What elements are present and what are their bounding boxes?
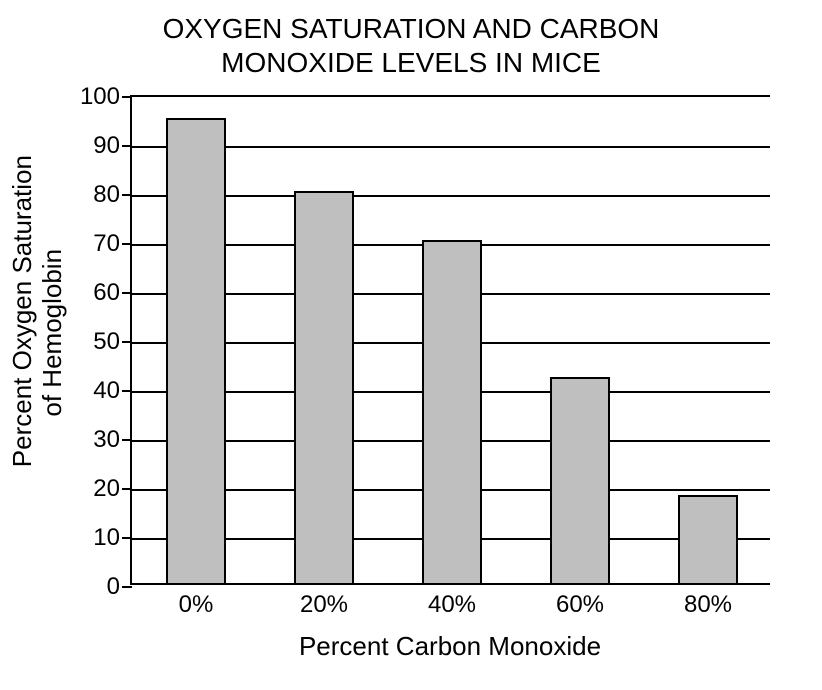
y-tick xyxy=(122,537,132,539)
y-tick xyxy=(122,390,132,392)
y-tick xyxy=(122,96,132,98)
bar xyxy=(422,240,482,583)
plot-area: 01020304050607080901000%20%40%60%80% xyxy=(130,95,770,585)
x-tick-label: 0% xyxy=(179,591,214,619)
y-tick-label: 100 xyxy=(80,83,120,111)
y-axis-label: Percent Oxygen Saturationof Hemoglobin xyxy=(0,155,98,511)
y-tick xyxy=(122,194,132,196)
y-tick xyxy=(122,292,132,294)
x-tick-label: 40% xyxy=(428,591,476,619)
bar xyxy=(678,495,738,583)
y-axis-label-line2: of Hemoglobin xyxy=(37,249,67,417)
y-tick-label: 30 xyxy=(93,426,120,454)
y-tick xyxy=(122,341,132,343)
y-tick-label: 0 xyxy=(107,573,120,601)
chart-container: OXYGEN SATURATION AND CARBON MONOXIDE LE… xyxy=(0,0,822,690)
bar xyxy=(550,377,610,583)
bar xyxy=(166,118,226,584)
y-tick-label: 80 xyxy=(93,181,120,209)
y-tick-label: 70 xyxy=(93,230,120,258)
gridline xyxy=(132,146,770,148)
y-tick-label: 10 xyxy=(93,524,120,552)
chart-title-line1: OXYGEN SATURATION AND CARBON xyxy=(163,13,660,44)
x-axis-label: Percent Carbon Monoxide xyxy=(194,631,706,662)
y-tick xyxy=(122,243,132,245)
x-tick-label: 20% xyxy=(300,591,348,619)
y-tick xyxy=(122,586,132,588)
x-tick-label: 80% xyxy=(684,591,732,619)
gridline xyxy=(132,195,770,197)
bar xyxy=(294,191,354,583)
y-tick xyxy=(122,439,132,441)
y-axis-label-wrap: Percent Oxygen Saturationof Hemoglobin xyxy=(8,95,68,570)
y-tick-label: 90 xyxy=(93,132,120,160)
y-axis-label-line1: Percent Oxygen Saturation xyxy=(7,155,37,467)
y-tick-label: 20 xyxy=(93,475,120,503)
y-tick xyxy=(122,488,132,490)
y-tick-label: 50 xyxy=(93,328,120,356)
y-tick-label: 60 xyxy=(93,279,120,307)
y-tick xyxy=(122,145,132,147)
y-tick-label: 40 xyxy=(93,377,120,405)
chart-title: OXYGEN SATURATION AND CARBON MONOXIDE LE… xyxy=(0,12,822,79)
x-tick-label: 60% xyxy=(556,591,604,619)
chart-title-line2: MONOXIDE LEVELS IN MICE xyxy=(221,47,601,78)
